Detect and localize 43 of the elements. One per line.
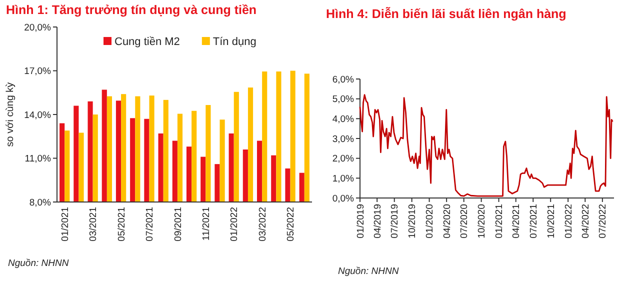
x-tick-label: 04/2019 [372,204,384,238]
y-tick-label: 6,0% [332,74,355,86]
legend-label: Tín dụng [212,36,256,48]
y-tick-label: 14,0% [24,110,52,121]
x-tick-label: 07/2020 [459,204,470,238]
x-tick-label: 09/2021 [172,207,184,242]
x-tick-label: 07/2021 [144,207,156,242]
x-tick-label: 03/2022 [257,207,268,242]
chart-title: Hình 4: Diễn biến lãi suất liên ngân hàng [326,6,566,21]
x-tick-label: 10/2021 [546,204,557,238]
y-tick-label: 5,0% [332,94,355,106]
y-tick-label: 1,0% [332,173,355,184]
x-tick-label: 01/2021 [494,204,506,238]
x-tick-label: 01/2022 [563,204,574,238]
y-tick-label: 20,0% [24,22,52,34]
x-tick-label: 05/2022 [286,207,297,242]
x-tick-label: 04/2021 [511,204,522,238]
y-tick-label: 3,0% [332,134,355,145]
x-tick-label: 11/2021 [200,207,212,241]
text: Nguồn: NHNN [338,266,399,277]
x-tick-label: 04/2022 [580,204,592,238]
y-tick-label: 2,0% [332,154,355,165]
x-tick-label: 07/2022 [598,204,609,238]
x-tick-label: 01/2022 [229,207,240,242]
x-tick-label: 10/2020 [476,204,488,238]
x-tick-label: 04/2020 [442,204,453,238]
y-axis-title: so với cùng kỳ [5,82,16,147]
x-tick-label: 01/2019 [355,204,366,238]
x-tick-label: 07/2019 [390,204,401,238]
x-tick-label: 07/2021 [528,204,540,238]
y-tick-label: 11,0% [24,154,52,165]
legend-label: Cung tiền M2 [114,36,180,48]
x-tick-label: 01/2021 [60,207,71,242]
y-tick-label: 4,0% [332,114,355,125]
text: Nguồn: NHNN [8,258,69,269]
x-tick-label: 03/2021 [88,207,100,242]
y-tick-label: 17,0% [24,66,52,78]
x-tick-label: 01/2020 [424,204,436,238]
y-tick-label: 0,0% [332,193,355,204]
y-tick-label: 8,0% [29,197,52,208]
chart-title: Hình 1: Tăng trưởng tín dụng và cung tiền [6,3,257,17]
x-tick-label: 05/2021 [116,207,128,242]
x-tick-label: 10/2019 [407,204,418,238]
